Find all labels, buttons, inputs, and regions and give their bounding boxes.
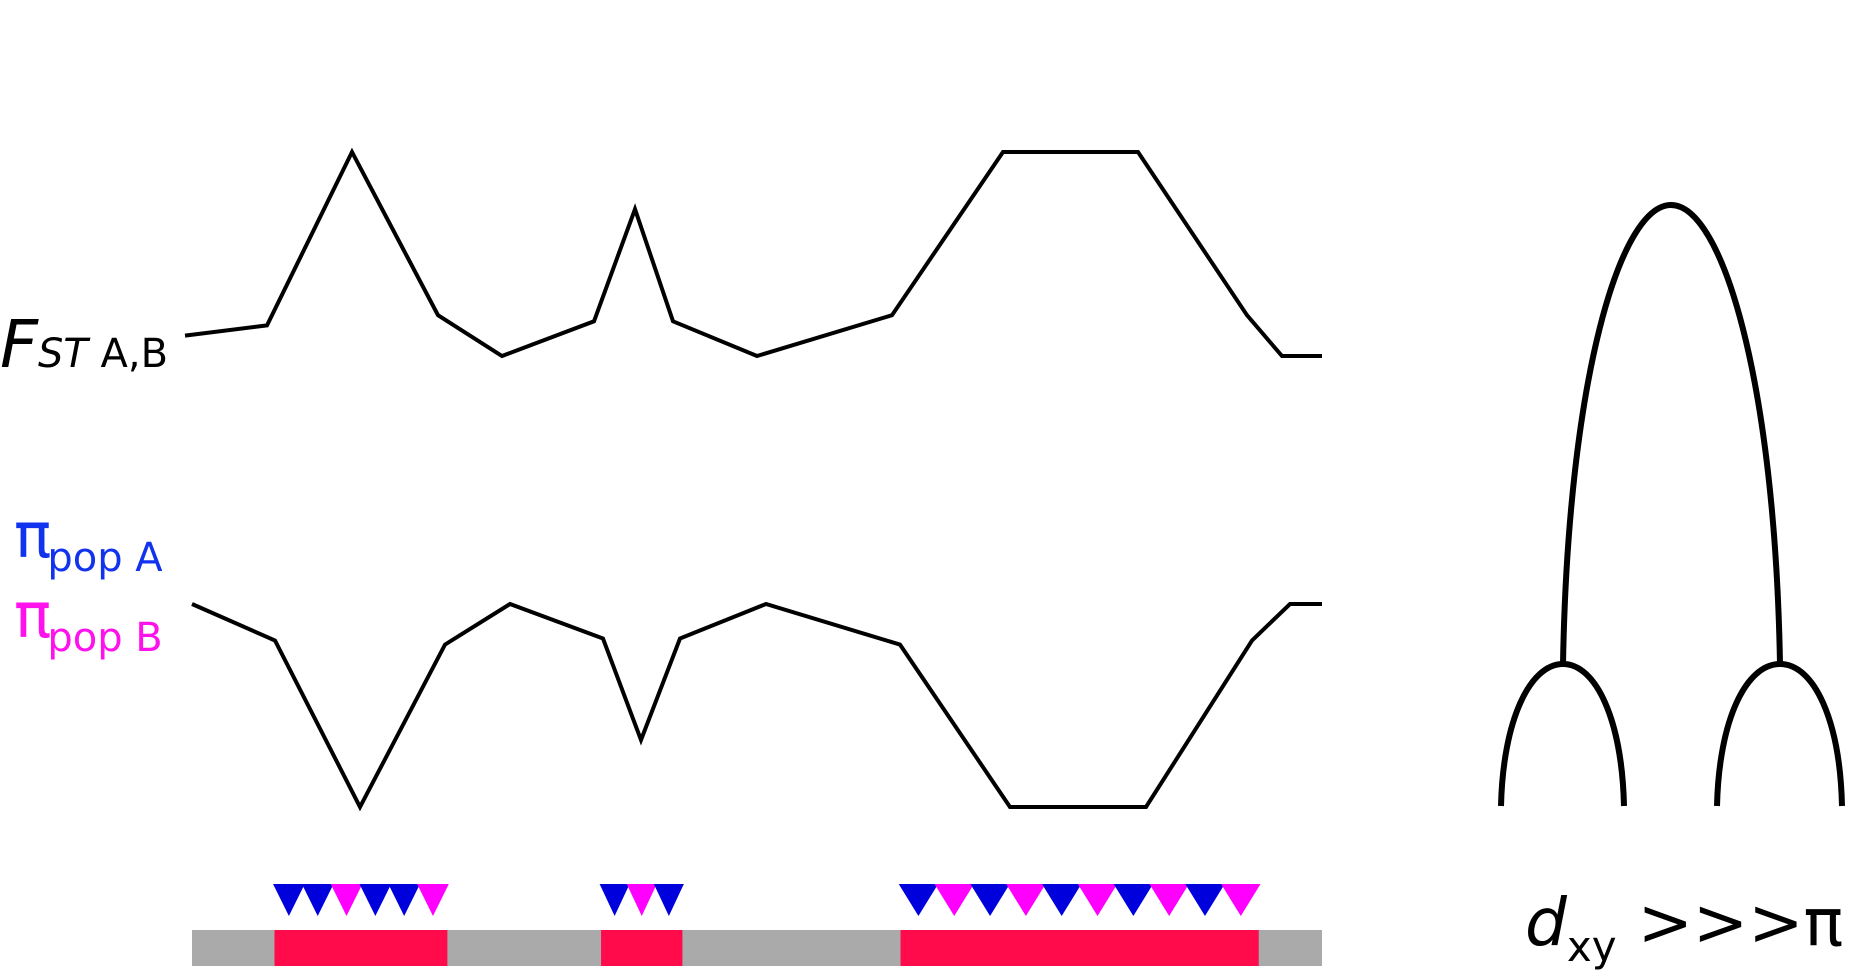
snp-marker-pop-b [1077, 884, 1118, 916]
snp-markers [273, 884, 1261, 916]
pi-b-sub: pop B [47, 615, 163, 661]
snp-marker-pop-a [359, 884, 392, 916]
snp-marker-pop-b [417, 884, 449, 916]
dxy-sub: xy [1566, 922, 1617, 971]
pi-b-symbol: π [14, 579, 52, 652]
snp-marker-pop-a [1185, 884, 1225, 916]
pi-a-symbol: π [14, 499, 52, 572]
dxy-relation: >>>π [1616, 884, 1844, 961]
chromosome-region-3 [900, 930, 1259, 966]
snp-marker-pop-b [330, 884, 363, 916]
chromosome-regions [274, 930, 1259, 966]
snp-marker-pop-a [1042, 884, 1082, 916]
snp-marker-pop-a [273, 884, 305, 916]
fst-label: FST A,B [0, 312, 168, 378]
population-tree [1498, 201, 1845, 807]
fst-sub-italic: ST [37, 331, 88, 377]
pi-a-sub: pop A [47, 535, 163, 581]
fst-main: F [0, 306, 38, 383]
snp-marker-pop-a [898, 884, 939, 916]
snp-marker-pop-b [934, 884, 974, 916]
pi-pop-a-label: πpop A [14, 505, 167, 579]
chromosome-region-1 [274, 930, 448, 966]
dxy-main: d [1525, 884, 1567, 961]
snp-marker-pop-a [599, 884, 630, 916]
fst-sub-plain: A,B [87, 331, 169, 377]
snp-marker-pop-a [1113, 884, 1154, 916]
snp-marker-pop-b [1221, 884, 1261, 916]
snp-marker-pop-a [301, 884, 334, 916]
snp-marker-pop-b [1149, 884, 1189, 916]
dxy-label: dxy >>>π [1525, 890, 1843, 968]
chromosome-region-2 [601, 930, 683, 966]
fst-line [184, 147, 1322, 359]
snp-marker-pop-a [388, 884, 421, 916]
snp-marker-pop-a [653, 884, 684, 916]
pi-line [191, 601, 1322, 812]
tree-right-clade [1714, 660, 1845, 807]
snp-marker-pop-a [970, 884, 1010, 916]
pi-pop-b-label: πpop B [14, 585, 167, 659]
tree-root-arch [1560, 201, 1783, 665]
snp-marker-pop-b [1006, 884, 1046, 916]
snp-marker-pop-b [626, 884, 657, 916]
tree-left-clade [1498, 660, 1627, 807]
